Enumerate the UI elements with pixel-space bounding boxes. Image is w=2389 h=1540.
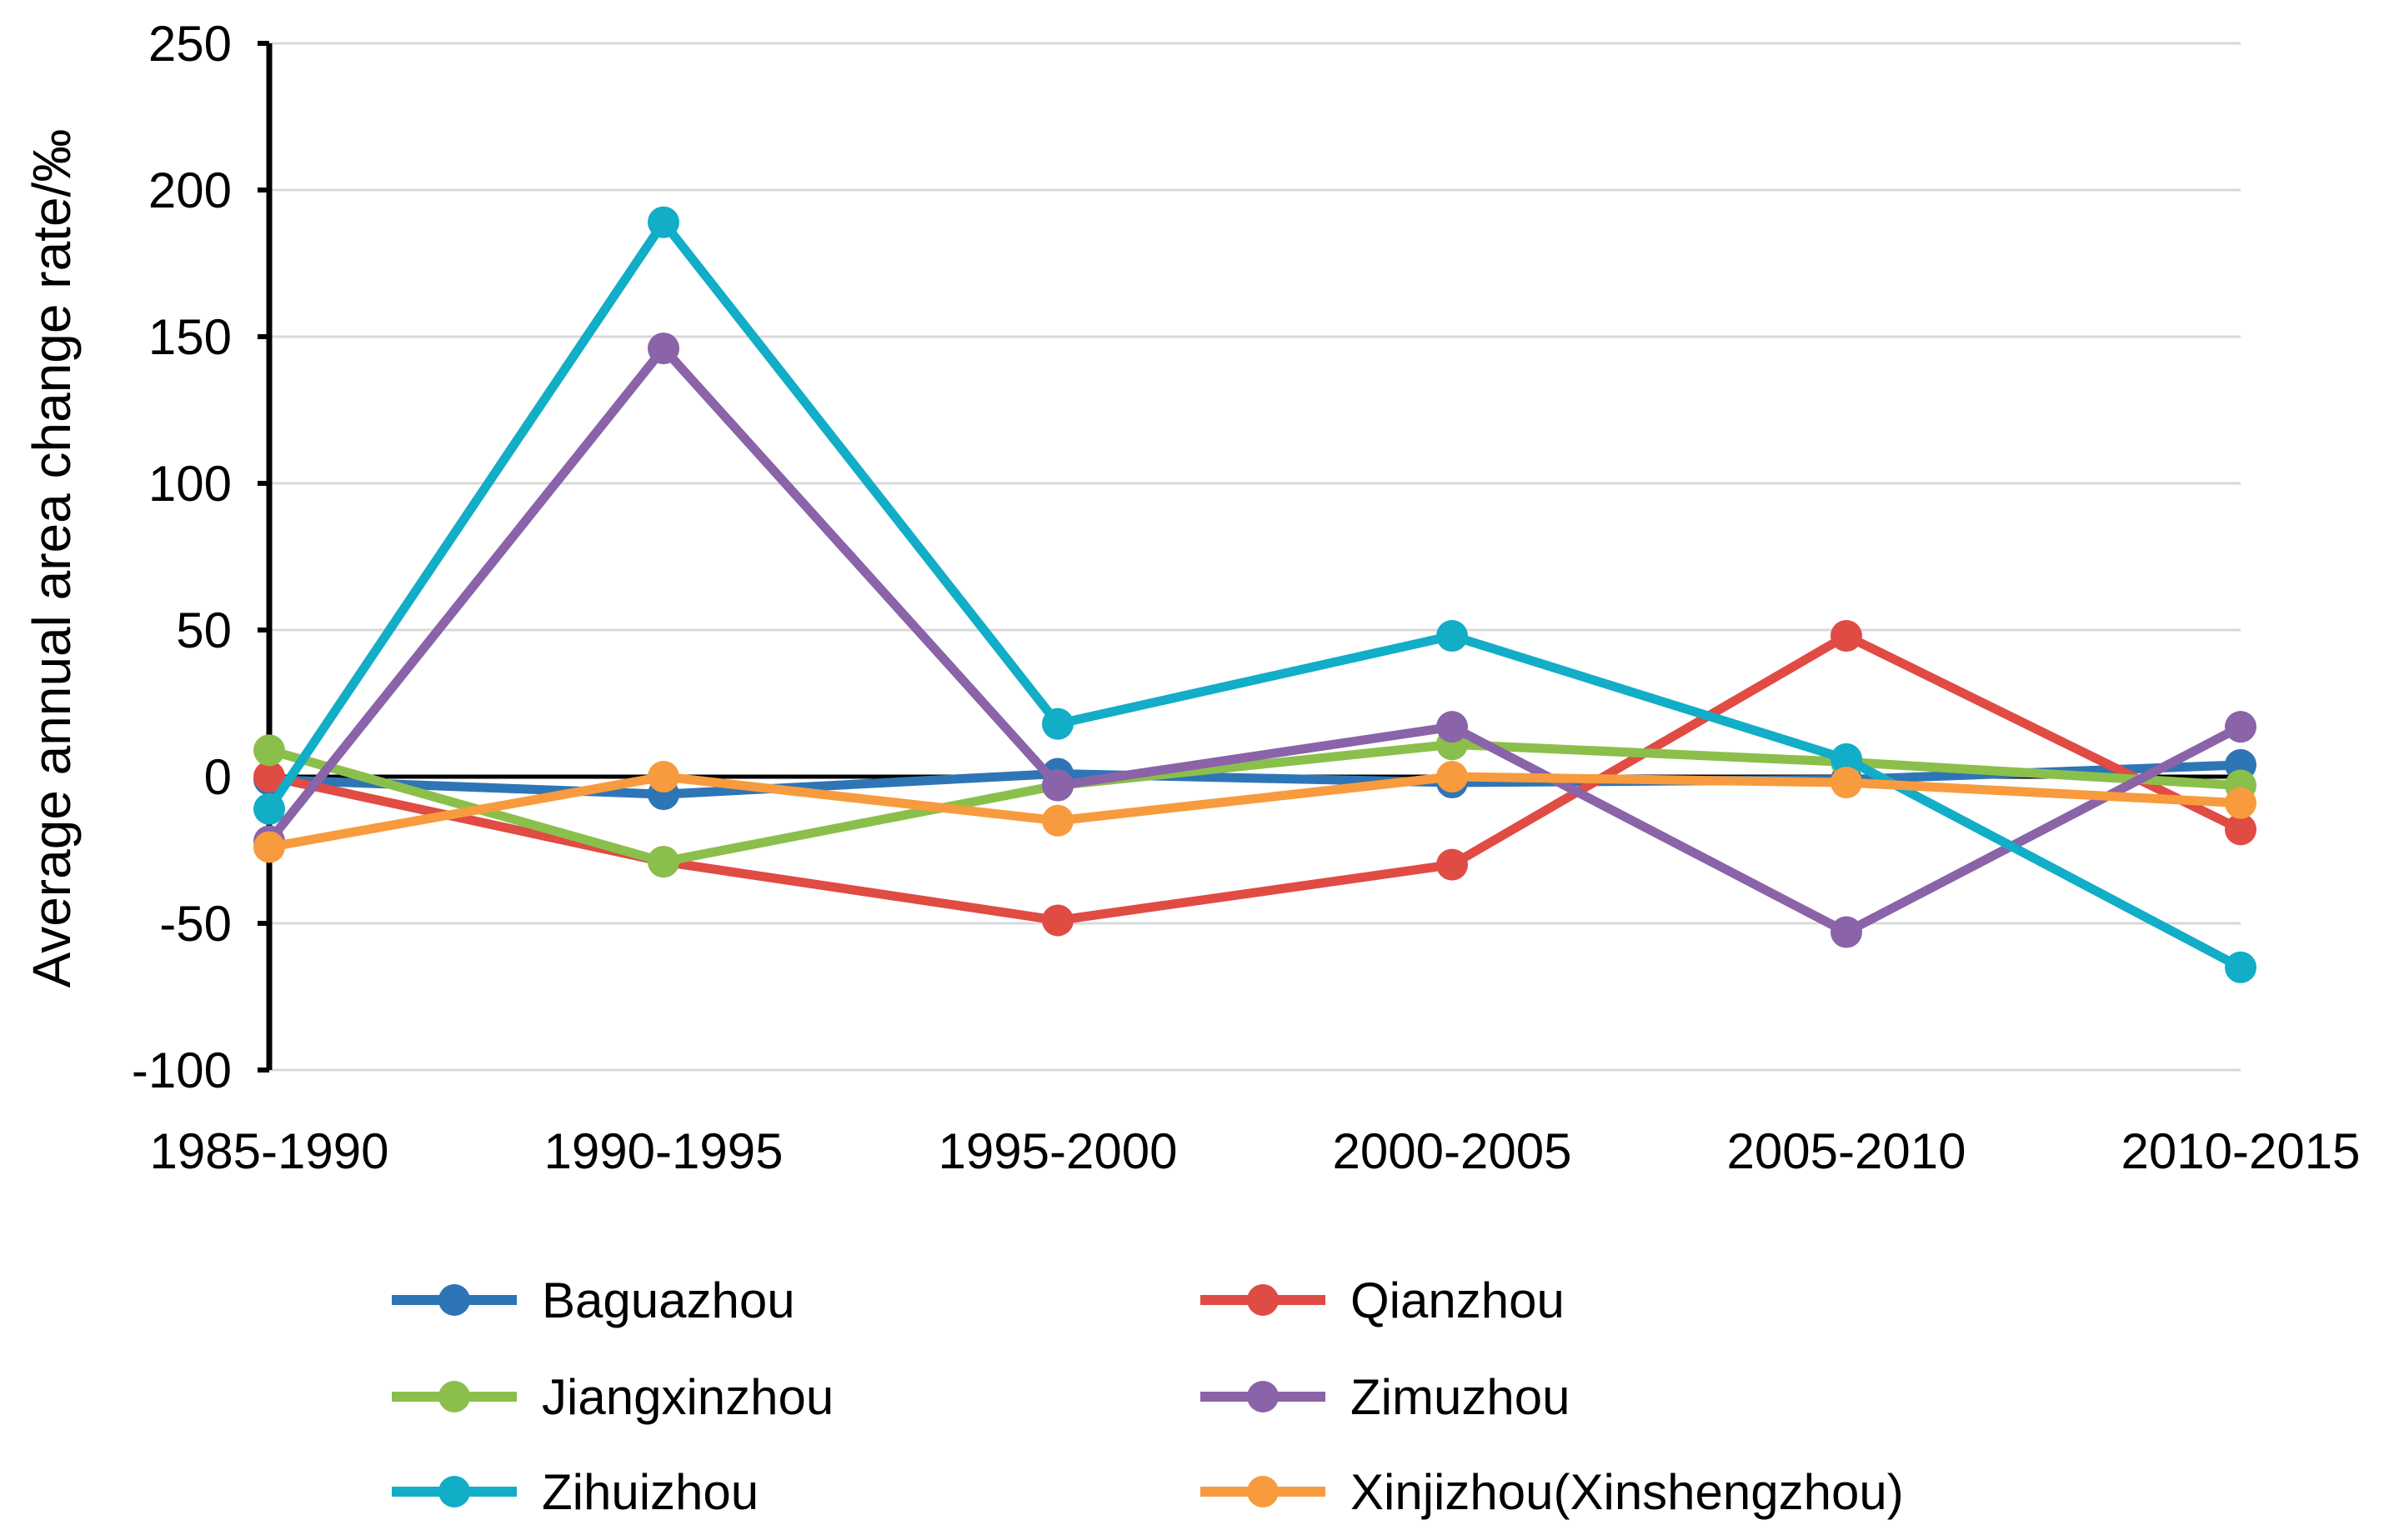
data-point xyxy=(648,761,679,792)
data-point xyxy=(253,831,285,863)
legend-swatch-marker xyxy=(1247,1476,1279,1508)
y-tick-label: 200 xyxy=(148,162,232,218)
legend-item: Xinjizhou(Xinshengzhou) xyxy=(1200,1464,1904,1520)
data-point xyxy=(1436,620,1468,652)
legend-item: Zimuzhou xyxy=(1200,1369,1570,1425)
series-line xyxy=(268,772,2241,852)
legend-item: Zihuizhou xyxy=(392,1464,759,1520)
y-tick-label: 50 xyxy=(176,602,232,658)
data-point xyxy=(1831,916,1862,948)
data-point xyxy=(648,332,679,365)
legend-item: Jiangxinzhou xyxy=(392,1369,834,1425)
legend-item: Baguazhou xyxy=(392,1272,795,1328)
data-point xyxy=(648,206,679,238)
y-tick-labels: -100 -50 0 50 100 150 200 250 xyxy=(132,16,232,1098)
data-point xyxy=(1042,769,1074,802)
x-tick-label: 1995-2000 xyxy=(939,1123,1178,1179)
x-tick-label: 1990-1995 xyxy=(544,1123,784,1179)
data-point xyxy=(1436,761,1468,792)
y-tick-label: -50 xyxy=(159,896,232,952)
data-point xyxy=(1831,767,1862,799)
y-tick-label: 0 xyxy=(204,749,232,805)
data-point xyxy=(2225,813,2256,846)
x-tick-label: 2010-2015 xyxy=(2121,1123,2361,1179)
series-group xyxy=(253,206,2256,983)
legend-swatch-marker xyxy=(438,1381,470,1412)
series-zihuizhou xyxy=(253,206,2256,983)
legend-label: Zihuizhou xyxy=(542,1464,759,1520)
data-point xyxy=(2225,951,2256,983)
y-axis-label: Average annual area change rate/‰ xyxy=(22,129,82,988)
legend-swatch-marker xyxy=(1247,1381,1279,1412)
legend-label: Qianzhou xyxy=(1350,1272,1565,1328)
data-point xyxy=(648,846,679,878)
data-point xyxy=(253,734,285,767)
x-tick-label: 2005-2010 xyxy=(1727,1123,1966,1179)
series-xinjizhou-xinshengzhou xyxy=(253,761,2256,863)
y-tick-label: 100 xyxy=(148,456,232,512)
series-line xyxy=(268,739,2241,867)
x-tick-labels: 1985-1990 1990-1995 1995-2000 2000-2005 2005… xyxy=(150,1123,2361,1179)
x-tick-label: 1985-1990 xyxy=(150,1123,389,1179)
data-point xyxy=(2225,711,2256,743)
data-point xyxy=(1831,620,1862,652)
data-point xyxy=(1042,708,1074,740)
legend-label: Baguazhou xyxy=(542,1272,795,1328)
y-tick-label: -100 xyxy=(132,1042,232,1098)
y-axis xyxy=(258,41,273,1072)
legend: Baguazhou Qianzhou Jiangxinzhou Zimuzhou Zih… xyxy=(392,1272,1904,1520)
series-zimuzhou xyxy=(253,332,2256,948)
data-point xyxy=(1042,804,1074,837)
legend-item: Qianzhou xyxy=(1200,1272,1565,1328)
gridlines xyxy=(269,42,2241,1072)
legend-swatch-marker xyxy=(1247,1284,1279,1316)
y-tick-label: 250 xyxy=(148,16,232,72)
data-point xyxy=(1436,711,1468,743)
legend-label: Jiangxinzhou xyxy=(542,1369,834,1425)
data-point xyxy=(253,792,285,825)
data-point xyxy=(253,761,285,792)
legend-swatch-marker xyxy=(438,1476,470,1508)
data-point xyxy=(1831,742,1862,775)
data-point xyxy=(2225,787,2256,819)
legend-label: Zimuzhou xyxy=(1350,1369,1570,1425)
legend-swatch-marker xyxy=(438,1284,470,1316)
x-tick-label: 2000-2005 xyxy=(1333,1123,1572,1179)
data-point xyxy=(1436,848,1468,881)
y-tick-label: 150 xyxy=(148,309,232,365)
series-line xyxy=(265,343,2243,938)
data-point xyxy=(1042,904,1074,937)
legend-label: Xinjizhou(Xinshengzhou) xyxy=(1350,1464,1904,1520)
series-line xyxy=(265,218,2243,972)
